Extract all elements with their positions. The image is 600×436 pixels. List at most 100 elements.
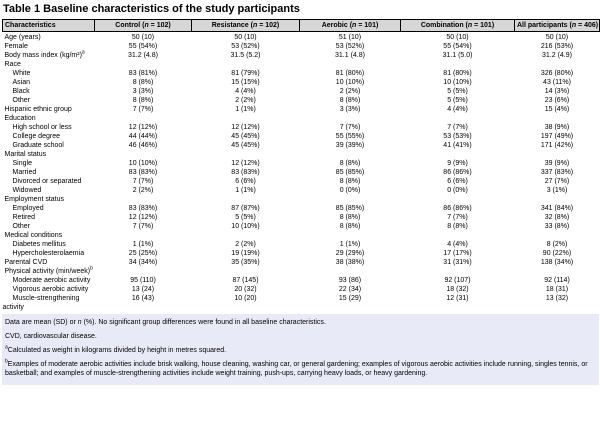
cell-value: 87 (87%): [231, 205, 260, 212]
cell-value: 44 (44%): [128, 133, 158, 140]
table-row: Single 10 (10%) 12 (12%) 8 (8%) 9 (9%) 39 (9%…: [3, 159, 600, 168]
cell-value: 8 (8%): [447, 223, 468, 230]
cell-value: 12 (12%): [231, 160, 260, 167]
row-label: Physical activity (min/week)b: [4, 265, 93, 275]
cell-value: 10 (10%): [335, 79, 365, 86]
cell-value: [300, 114, 401, 123]
cell-value: 31.1 (5.0): [442, 52, 473, 59]
table-row: Divorced or separated 7 (7%) 6 (6%) 8 (8%) 6…: [3, 177, 600, 186]
table-row: Female 55 (54%) 53 (52%) 53 (52%) 55 (54%) 21…: [3, 42, 600, 51]
table-row: College degree 44 (44%) 45 (45%) 55 (55%) 53…: [3, 132, 600, 141]
cell-value: 18 (32): [446, 286, 469, 293]
cell-value: 13 (24): [131, 286, 155, 293]
row-label: Diabetes mellitus: [12, 241, 66, 248]
cell-value: 15 (29): [338, 295, 362, 302]
table-row: Vigorous aerobic activity 13 (24) 20 (32) 2…: [3, 285, 600, 294]
cell-value: 17 (17%): [443, 250, 472, 257]
row-label: Married: [12, 169, 37, 176]
cell-value: 0 (0%): [447, 187, 468, 194]
cell-value: 38 (38%): [335, 259, 365, 266]
cell-value: 50 (10): [131, 34, 155, 41]
cell-value: [401, 60, 515, 69]
cell-value: 8 (8%): [339, 214, 361, 221]
footnote-a: aCalculated as weight in kilograms divid…: [5, 344, 227, 354]
cell-value: 2 (2%): [235, 241, 256, 248]
cell-value: 1 (1%): [235, 106, 256, 113]
footnote-abbreviation: CVD, cardiovascular disease.: [5, 333, 97, 340]
cell-value: 34 (34%): [128, 259, 158, 266]
cell-value: 326 (80%): [540, 70, 574, 77]
cell-value: 12 (12%): [128, 124, 158, 131]
cell-value: 12 (12%): [128, 214, 158, 221]
cell-value: 39 (9%): [544, 160, 570, 167]
row-label: Employment status: [4, 196, 65, 203]
row-label: Single: [12, 160, 32, 167]
cell-value: 10 (20): [234, 295, 257, 302]
cell-value: 337 (83%): [540, 169, 574, 176]
table-row: Physical activity (min/week)b: [3, 265, 600, 276]
cell-value: 41 (41%): [443, 142, 472, 149]
row-label: Marital status: [4, 151, 47, 158]
cell-value: [192, 114, 300, 123]
cell-value: 83 (83%): [231, 169, 260, 176]
column-header-control: Control (n = 102): [94, 19, 192, 32]
cell-value: 83 (83%): [128, 205, 158, 212]
cell-value: 6 (6%): [235, 178, 256, 185]
table-row: Other 8 (8%) 2 (2%) 8 (8%) 5 (5%) 23 (6%): [3, 96, 600, 105]
cell-value: 29 (29%): [335, 250, 365, 257]
cell-value: 2 (2%): [132, 187, 154, 194]
row-label: Hypercholesterolaemia: [12, 250, 85, 257]
cell-value: 81 (80%): [443, 70, 472, 77]
cell-value: 5 (5%): [447, 97, 468, 104]
cell-value: 83 (81%): [128, 70, 158, 77]
cell-value: 138 (34%): [540, 259, 574, 266]
cell-value: 31.1 (4.8): [335, 52, 365, 59]
cell-value: 16 (43): [131, 295, 155, 302]
table-row: Hypercholesterolaemia 25 (25%) 19 (19%) 29 …: [3, 249, 600, 258]
cell-value: [192, 267, 300, 276]
cell-value: 51 (10): [338, 34, 362, 41]
cell-value: 20 (32): [234, 286, 257, 293]
table-row: Widowed 2 (2%) 1 (1%) 0 (0%) 0 (0%) 3 (1%): [3, 186, 600, 195]
table-row: Education: [3, 114, 600, 123]
cell-value: 10 (10%): [128, 160, 158, 167]
row-label: Female: [4, 43, 28, 50]
row-label: Hispanic ethnic group: [4, 106, 72, 113]
cell-value: [401, 195, 515, 204]
table-row: Employed 83 (83%) 87 (87%) 85 (85%) 86 (86%)…: [3, 204, 600, 213]
cell-value: [300, 267, 401, 276]
cell-value: 3 (3%): [132, 88, 154, 95]
cell-value: 93 (86): [338, 277, 362, 284]
cell-value: 46 (46%): [128, 142, 158, 149]
cell-value: 341 (84%): [540, 205, 574, 212]
table-row: Age (years) 50 (10) 50 (10) 51 (10) 50 (10) 5…: [3, 32, 600, 43]
cell-value: 27 (7%): [544, 178, 570, 185]
cell-value: 38 (9%): [544, 124, 570, 131]
cell-value: 22 (34): [338, 286, 362, 293]
cell-value: 53 (53%): [443, 133, 472, 140]
cell-value: 8 (2%): [546, 241, 568, 248]
cell-value: 197 (49%): [540, 133, 574, 140]
cell-value: 4 (4%): [235, 88, 256, 95]
table-row: Graduate school 46 (46%) 45 (45%) 39 (39%) 4…: [3, 141, 600, 150]
table-header: Characteristics Control (n = 102) Resistan…: [2, 19, 600, 32]
cell-value: 5 (5%): [447, 88, 468, 95]
column-header-aerobic: Aerobic (n = 101): [299, 19, 401, 32]
cell-value: 85 (85%): [335, 205, 365, 212]
cell-value: 92 (107): [444, 277, 471, 284]
cell-value: 85 (85%): [335, 169, 365, 176]
table-row: Race: [3, 60, 600, 69]
table-row: Other 7 (7%) 10 (10%) 8 (8%) 8 (8%) 33 (8%): [3, 222, 600, 231]
table-row: Body mass index (kg/m²)a 31.2 (4.8) 31.5 (…: [3, 50, 600, 60]
table-row: Black 3 (3%) 4 (4%) 2 (2%) 5 (5%) 14 (3%): [3, 87, 600, 96]
document-page: Table 1 Baseline characteristics of the …: [2, 3, 600, 385]
row-label: Graduate school: [12, 142, 64, 149]
column-header-all-participants: All participants (n = 406): [514, 19, 600, 32]
cell-value: 4 (4%): [447, 241, 468, 248]
cell-value: [95, 114, 192, 123]
cell-value: 23 (6%): [544, 97, 570, 104]
cell-value: 39 (39%): [335, 142, 365, 149]
cell-value: 9 (9%): [447, 160, 468, 167]
header-row: Characteristics Control (n = 102) Resistan…: [2, 19, 600, 32]
cell-value: [95, 231, 192, 240]
